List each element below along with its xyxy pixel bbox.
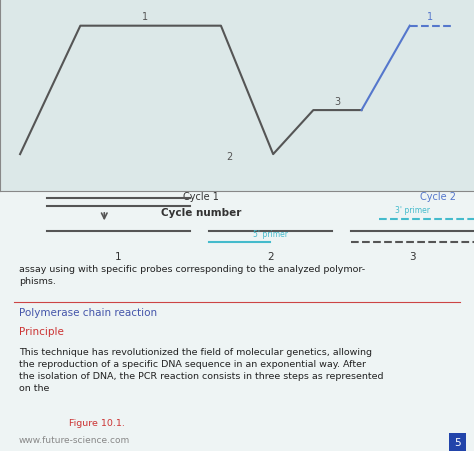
Text: 1: 1 [115,252,122,262]
Text: Figure 10.1.: Figure 10.1. [69,419,125,428]
Text: Principle: Principle [19,327,64,337]
Text: 2: 2 [267,252,273,262]
Text: assay using with specific probes corresponding to the analyzed polymor-
phisms.: assay using with specific probes corresp… [19,265,365,286]
Text: Cycle number: Cycle number [161,208,241,218]
Text: 5: 5 [454,438,461,448]
Text: 1: 1 [142,12,148,22]
Text: 3: 3 [409,252,416,262]
Text: 1: 1 [427,12,433,22]
Text: www.future-science.com: www.future-science.com [19,436,130,445]
Text: Cycle 1: Cycle 1 [183,192,219,202]
Text: Cycle 2: Cycle 2 [420,192,456,202]
Text: This technique has revolutionized the field of molecular genetics, allowing
the : This technique has revolutionized the fi… [19,348,383,393]
Text: 5' primer: 5' primer [253,230,288,239]
Text: 3: 3 [334,97,340,106]
Text: 3' primer: 3' primer [395,206,430,215]
Text: 2: 2 [226,152,232,161]
Text: Polymerase chain reaction: Polymerase chain reaction [19,308,157,318]
